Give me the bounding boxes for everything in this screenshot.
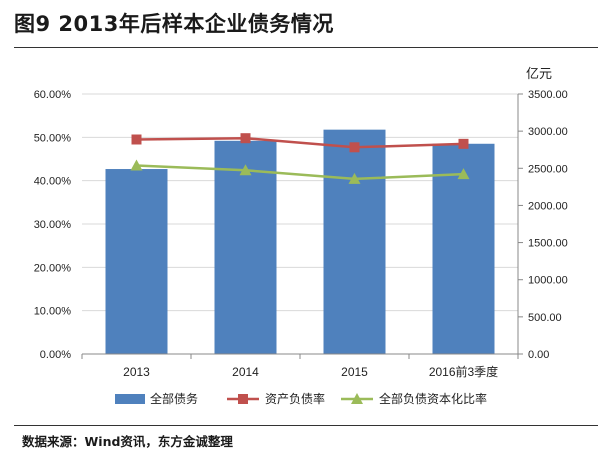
legend: 全部债务 资产负债率 全部负债资本化比率 bbox=[115, 391, 487, 406]
point-capitalization-ratio bbox=[239, 164, 252, 176]
y-left-tick-label: 0.00% bbox=[40, 349, 71, 361]
y-left-tick-label: 20.00% bbox=[34, 262, 72, 274]
x-tick-label: 2015 bbox=[341, 365, 368, 379]
y-left-tick-label: 60.00% bbox=[34, 89, 72, 101]
point-debt-ratio bbox=[240, 133, 251, 144]
y-right-tick-label: 0.00 bbox=[528, 349, 549, 361]
y-right-unit-label: 亿元 bbox=[526, 66, 552, 81]
point-capitalization-ratio bbox=[457, 168, 470, 180]
figure-title: 图9 2013年后样本企业债务情况 bbox=[14, 12, 334, 36]
axes: 0.00% 10.00% 20.00% 30.00% 40.00% 50.00% 60.00… bbox=[34, 66, 568, 379]
bar-total-debt bbox=[323, 129, 386, 354]
title-rule bbox=[14, 47, 598, 48]
y-left-tick-label: 50.00% bbox=[34, 132, 72, 144]
legend-label-capitalization-ratio: 全部负债资本化比率 bbox=[379, 391, 487, 406]
y-left-tick-label: 40.00% bbox=[34, 176, 72, 188]
legend-swatch-total-debt bbox=[115, 394, 145, 404]
source-note: 数据来源：Wind资讯，东方金诚整理 bbox=[22, 434, 233, 449]
bar-total-debt bbox=[105, 169, 168, 354]
point-debt-ratio bbox=[131, 134, 142, 145]
x-tick-label: 2013 bbox=[123, 365, 150, 379]
x-tick-label: 2014 bbox=[232, 365, 259, 379]
line-debt-ratio bbox=[136, 136, 464, 149]
point-capitalization-ratio bbox=[348, 172, 361, 184]
bar-total-debt bbox=[214, 140, 277, 354]
x-tick-label: 2016前3季度 bbox=[429, 364, 498, 379]
y-left-tick-label: 30.00% bbox=[34, 219, 72, 231]
bar-series-total-debt bbox=[105, 129, 495, 354]
y-right-tick-label: 1000.00 bbox=[528, 275, 568, 287]
y-right-tick-label: 3000.00 bbox=[528, 126, 568, 138]
y-right-tick-label: 2500.00 bbox=[528, 163, 568, 175]
y-right-tick-label: 2000.00 bbox=[528, 200, 568, 212]
y-right-tick-label: 3500.00 bbox=[528, 89, 568, 101]
line-series-layer bbox=[130, 133, 470, 184]
point-debt-ratio bbox=[458, 138, 469, 149]
legend-label-total-debt: 全部债务 bbox=[150, 391, 198, 406]
legend-marker-capitalization-ratio bbox=[351, 393, 363, 404]
y-left-tick-label: 10.00% bbox=[34, 306, 72, 318]
legend-label-debt-ratio: 资产负债率 bbox=[265, 391, 325, 406]
y-right-tick-label: 500.00 bbox=[528, 312, 562, 324]
source-rule bbox=[14, 425, 598, 426]
point-debt-ratio bbox=[349, 142, 360, 153]
line-capitalization-ratio bbox=[136, 164, 464, 181]
y-right-tick-label: 1500.00 bbox=[528, 238, 568, 250]
legend-marker-debt-ratio bbox=[238, 394, 248, 404]
point-capitalization-ratio bbox=[130, 159, 143, 171]
